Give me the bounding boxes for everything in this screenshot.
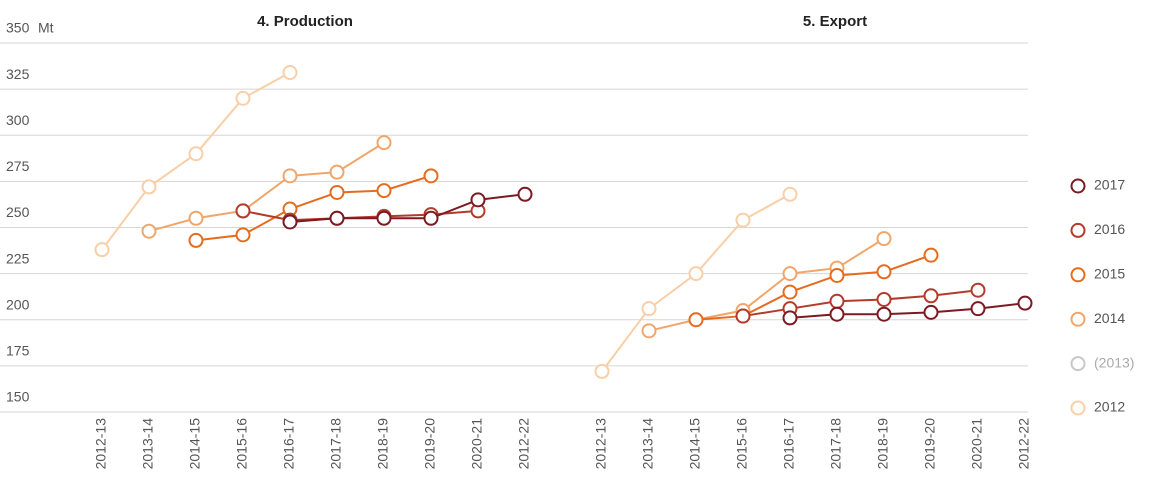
legend-label: 2014: [1094, 310, 1125, 326]
data-point: [688, 266, 704, 282]
legend-label: (2013): [1094, 354, 1134, 370]
data-point: [876, 264, 892, 280]
data-point: [594, 363, 610, 379]
x-tick-label: 2012-22: [516, 418, 532, 470]
y-tick-label: 325: [6, 66, 30, 82]
data-point: [235, 90, 251, 106]
x-tick-label: 2014-15: [187, 418, 203, 470]
data-point: [970, 301, 986, 317]
data-point: [376, 210, 392, 226]
x-tick-label: 2020-21: [469, 418, 485, 470]
data-point: [188, 146, 204, 162]
data-point: [188, 210, 204, 226]
legend-swatch: [1070, 267, 1086, 283]
legend-swatch: [1070, 222, 1086, 238]
x-tick-label: 2015-16: [234, 418, 250, 470]
series-line: [195, 174, 432, 242]
series-line: [695, 254, 932, 321]
data-point: [782, 310, 798, 326]
legend-label: 2016: [1094, 221, 1125, 237]
data-point: [923, 288, 939, 304]
data-point: [923, 304, 939, 320]
data-point: [329, 210, 345, 226]
data-point: [735, 212, 751, 228]
y-unit: Mt: [38, 20, 54, 36]
data-point: [235, 227, 251, 243]
series-line: [289, 193, 526, 223]
data-point: [970, 282, 986, 298]
legend-swatch: [1070, 178, 1086, 194]
data-point: [235, 203, 251, 219]
data-point: [829, 293, 845, 309]
data-point: [188, 232, 204, 248]
data-point: [876, 306, 892, 322]
data-point: [282, 168, 298, 184]
data-point: [94, 242, 110, 258]
x-tick-label: 2020-21: [969, 418, 985, 470]
x-tick-label: 2016-17: [781, 418, 797, 470]
series-line: [648, 237, 885, 332]
x-tick-label: 2012-13: [93, 418, 109, 470]
x-tick-label: 2016-17: [281, 418, 297, 470]
series-line: [601, 193, 791, 373]
y-tick-label: 275: [6, 158, 30, 174]
panel-title: 4. Production: [257, 13, 353, 30]
y-tick-label: 225: [6, 250, 30, 266]
y-tick-label: 350: [6, 20, 30, 36]
x-tick-label: 2018-19: [375, 418, 391, 470]
legend-swatch: [1070, 400, 1086, 416]
data-point: [688, 312, 704, 328]
legend-swatch: [1070, 356, 1086, 372]
data-point: [141, 223, 157, 239]
data-point: [329, 184, 345, 200]
x-tick-label: 2019-20: [922, 418, 938, 470]
legend-label: 2015: [1094, 266, 1125, 282]
x-tick-label: 2013-14: [640, 418, 656, 470]
data-point: [376, 135, 392, 151]
panel-title: 5. Export: [803, 13, 867, 30]
legend-label: 2012: [1094, 399, 1125, 415]
data-point: [782, 284, 798, 300]
data-point: [782, 266, 798, 282]
data-point: [423, 210, 439, 226]
x-tick-label: 2018-19: [875, 418, 891, 470]
data-point: [876, 231, 892, 247]
y-tick-label: 250: [6, 204, 30, 220]
data-point: [141, 179, 157, 195]
data-point: [470, 192, 486, 208]
series-line: [742, 289, 979, 318]
x-tick-label: 2019-20: [422, 418, 438, 470]
x-tick-label: 2012-13: [593, 418, 609, 470]
x-tick-label: 2012-22: [1016, 418, 1032, 470]
y-tick-label: 175: [6, 343, 30, 359]
data-point: [641, 301, 657, 317]
data-point: [423, 168, 439, 184]
x-tick-label: 2013-14: [140, 418, 156, 470]
data-point: [829, 306, 845, 322]
x-tick-label: 2017-18: [328, 418, 344, 470]
x-tick-label: 2015-16: [734, 418, 750, 470]
data-point: [282, 214, 298, 230]
data-point: [517, 186, 533, 202]
data-point: [782, 186, 798, 202]
data-point: [876, 291, 892, 307]
data-point: [329, 164, 345, 180]
series-line: [789, 302, 1026, 319]
legend-swatch: [1070, 311, 1086, 327]
series-line: [148, 141, 385, 233]
data-point: [923, 247, 939, 263]
data-point: [282, 65, 298, 81]
y-tick-label: 300: [6, 112, 30, 128]
data-point: [376, 183, 392, 199]
y-tick-label: 150: [6, 389, 30, 405]
y-tick-label: 200: [6, 296, 30, 312]
data-point: [641, 323, 657, 339]
data-point: [1017, 295, 1033, 311]
legend-label: 2017: [1094, 177, 1125, 193]
x-tick-label: 2017-18: [828, 418, 844, 470]
x-tick-label: 2014-15: [687, 418, 703, 470]
data-point: [735, 308, 751, 324]
data-point: [829, 267, 845, 283]
